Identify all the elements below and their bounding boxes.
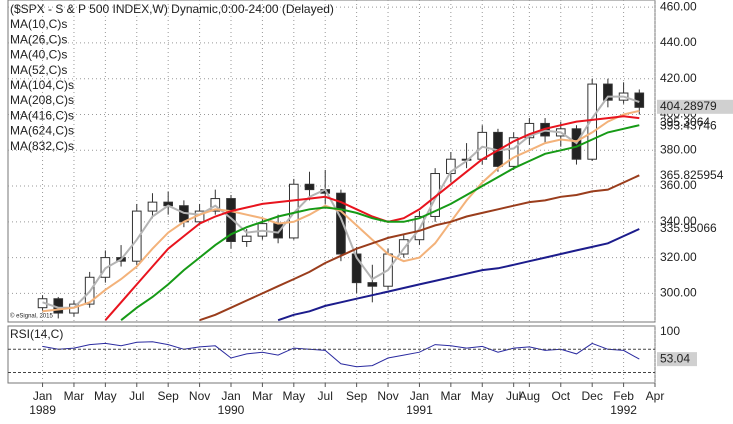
candle-body bbox=[587, 83, 598, 160]
ma-line bbox=[42, 109, 640, 313]
y-tick-label: 340.00 bbox=[660, 214, 697, 228]
last-value-label: 395.3064 bbox=[660, 115, 710, 129]
x-tick-label: Jan bbox=[221, 389, 240, 403]
ma-line bbox=[120, 124, 640, 321]
x-tick-label: Dec bbox=[582, 389, 603, 403]
chart-title: ($SPX - S & P 500 INDEX,W) Dynamic,0:00-… bbox=[10, 2, 334, 16]
candle-body bbox=[131, 210, 142, 262]
candle-body bbox=[336, 192, 346, 255]
x-tick-label: May bbox=[471, 389, 494, 403]
legend-entry: MA(104,C)s bbox=[10, 78, 74, 92]
legend-entry: MA(208,C)s bbox=[10, 93, 74, 107]
candle-body bbox=[603, 83, 613, 101]
year-label: 1990 bbox=[218, 403, 245, 417]
x-tick-label: Jul bbox=[318, 389, 333, 403]
legend-entry: MA(10,C)s bbox=[10, 17, 67, 31]
candle-body bbox=[508, 137, 519, 167]
candle-body bbox=[147, 201, 158, 212]
candle-body bbox=[273, 223, 283, 239]
last-value-label: 365.825954 bbox=[660, 168, 724, 182]
x-tick-label: Aug bbox=[519, 389, 540, 403]
candle-body bbox=[367, 282, 378, 287]
credit: © eSignal, 2015 bbox=[10, 313, 53, 320]
x-tick-label: Nov bbox=[377, 389, 398, 403]
y-tick-label: 460.00 bbox=[660, 0, 697, 13]
x-tick-label: Jan bbox=[410, 389, 429, 403]
legend-entry: MA(52,C)s bbox=[10, 63, 67, 77]
candle-body bbox=[430, 173, 440, 217]
x-tick-label: Sep bbox=[157, 389, 179, 403]
candle-body bbox=[304, 183, 315, 191]
legend-entry: MA(26,C)s bbox=[10, 32, 67, 46]
y-tick-label: 440.00 bbox=[660, 35, 697, 49]
x-tick-label: May bbox=[282, 389, 305, 403]
ma-line bbox=[277, 228, 640, 322]
x-tick-label: Feb bbox=[613, 389, 634, 403]
x-tick-label: Oct bbox=[551, 389, 570, 403]
rsi-last-label: 53.04 bbox=[660, 351, 690, 365]
x-tick-label: Jul bbox=[506, 389, 521, 403]
legend-entry: MA(832,C)s bbox=[10, 139, 74, 153]
last-value-label: 335.95066 bbox=[660, 221, 717, 235]
y-tick-label: 300.00 bbox=[660, 286, 697, 300]
year-label: 1989 bbox=[29, 403, 56, 417]
legend-entry: MA(40,C)s bbox=[10, 48, 67, 62]
ma-line bbox=[199, 174, 640, 322]
y-tick-label: 420.00 bbox=[660, 71, 697, 85]
last-value-box bbox=[657, 99, 733, 114]
y-tick-label: 360.00 bbox=[660, 178, 697, 192]
year-label: 1991 bbox=[406, 403, 433, 417]
legend-entry: MA(416,C)s bbox=[10, 108, 74, 122]
candle-body bbox=[351, 253, 362, 284]
y-tick-label: 320.00 bbox=[660, 250, 697, 264]
last-value-label: 393.43746 bbox=[660, 118, 717, 132]
ma-line bbox=[42, 95, 640, 309]
candle-body bbox=[226, 198, 236, 242]
x-tick-label: Mar bbox=[252, 389, 273, 403]
x-tick-label: Jul bbox=[129, 389, 144, 403]
x-tick-label: Apr bbox=[646, 389, 665, 403]
year-label: 1992 bbox=[610, 403, 637, 417]
ma-line bbox=[104, 115, 640, 321]
y-tick-label: 380.00 bbox=[660, 142, 697, 156]
candle-body bbox=[241, 235, 252, 242]
candle-body bbox=[524, 122, 535, 139]
rsi-line bbox=[42, 341, 640, 368]
rsi-tick-label: 100 bbox=[660, 324, 680, 338]
x-tick-label: May bbox=[94, 389, 117, 403]
x-tick-label: Sep bbox=[346, 389, 368, 403]
x-tick-label: Mar bbox=[64, 389, 85, 403]
rsi-label: RSI(14,C) bbox=[10, 327, 63, 341]
x-tick-label: Jan bbox=[33, 389, 52, 403]
legend-entry: MA(624,C)s bbox=[10, 124, 74, 138]
candle-body bbox=[398, 239, 409, 255]
rsi-last-box bbox=[657, 352, 697, 367]
last-value-label: 404.28979 bbox=[660, 99, 717, 113]
x-tick-label: Mar bbox=[441, 389, 462, 403]
x-tick-label: Nov bbox=[189, 389, 210, 403]
